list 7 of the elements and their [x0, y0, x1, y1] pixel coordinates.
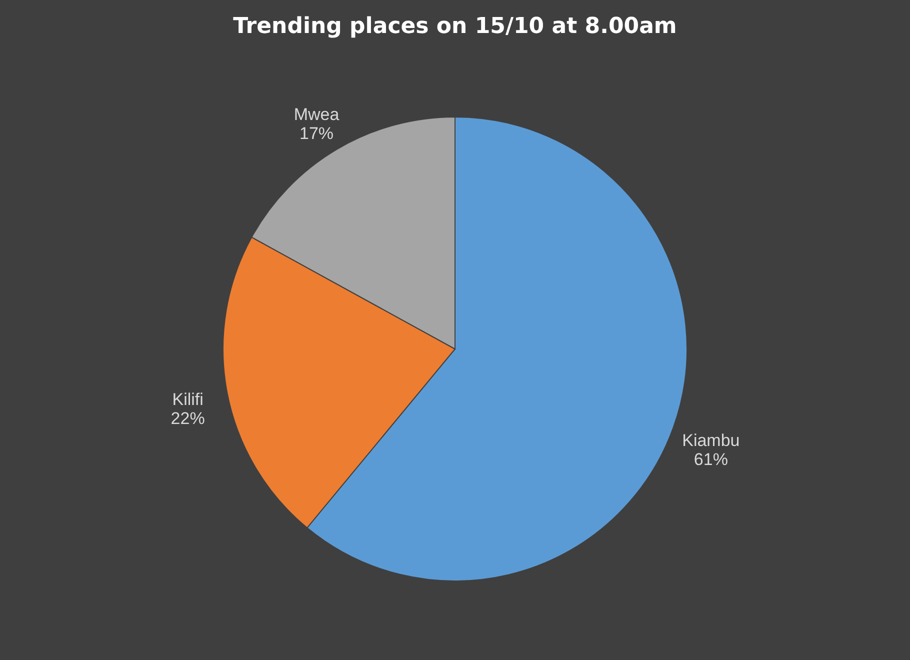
data-label: 61%	[694, 450, 728, 470]
chart-title: Trending places on 15/10 at 8.00am	[233, 14, 677, 39]
data-label: 17%	[300, 124, 334, 143]
data-label: 22%	[170, 408, 205, 428]
slice-label: Mwea	[294, 104, 340, 124]
slice-label: Kilifi	[172, 390, 204, 409]
slice-label: Kiambu	[682, 431, 740, 450]
